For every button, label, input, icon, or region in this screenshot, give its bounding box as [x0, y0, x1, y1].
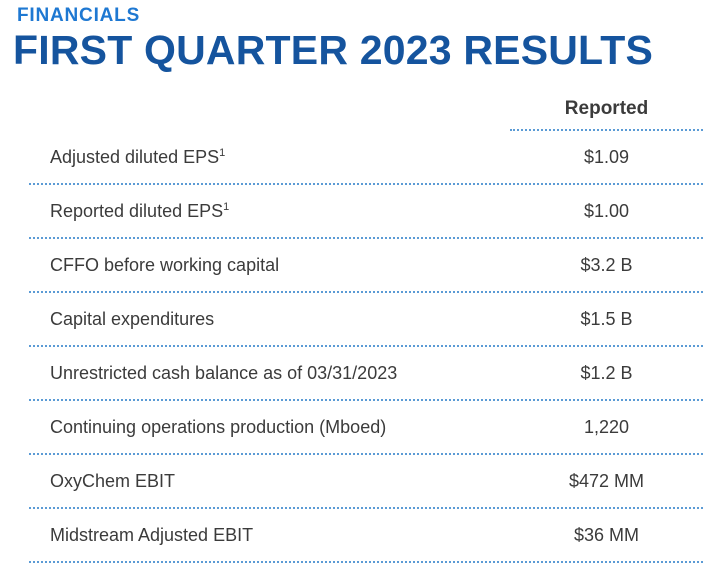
table-row: Adjusted diluted EPS1 $1.09: [29, 131, 703, 185]
row-value: $3.2 B: [580, 254, 633, 275]
table-header-row: Reported: [29, 98, 703, 131]
row-value: $36 MM: [573, 524, 640, 545]
section-label: FINANCIALS: [17, 5, 141, 26]
row-label-text: Unrestricted cash balance as of 03/31/20…: [50, 362, 398, 383]
row-value: $1.5 B: [580, 308, 633, 329]
table-row: Unrestricted cash balance as of 03/31/20…: [29, 347, 703, 401]
table-row: Midstream Adjusted EBIT $36 MM: [29, 509, 703, 563]
row-label-text: Continuing operations production (Mboed): [50, 416, 387, 437]
row-label: Reported diluted EPS1: [29, 201, 510, 222]
row-label: Unrestricted cash balance as of 03/31/20…: [29, 363, 510, 384]
row-label-text: CFFO before working capital: [50, 254, 280, 275]
page-title: FIRST QUARTER 2023 RESULTS: [13, 27, 654, 73]
row-value: $1.09: [583, 146, 630, 167]
row-label: CFFO before working capital: [29, 255, 510, 276]
row-label: Continuing operations production (Mboed): [29, 417, 510, 438]
column-header-reported: Reported: [510, 98, 703, 131]
row-label: Capital expenditures: [29, 309, 510, 330]
footnote-ref: 1: [223, 200, 230, 213]
row-label-text: Reported diluted EPS: [50, 200, 224, 221]
table-row: CFFO before working capital $3.2 B: [29, 239, 703, 293]
row-value: $472 MM: [568, 470, 645, 491]
table-row: Continuing operations production (Mboed)…: [29, 401, 703, 455]
row-value: $1.2 B: [580, 362, 633, 383]
financials-table: Reported Adjusted diluted EPS1 $1.09 Rep…: [29, 98, 703, 563]
row-label: Adjusted diluted EPS1: [29, 147, 510, 168]
row-label: Midstream Adjusted EBIT: [29, 525, 510, 546]
table-row: Reported diluted EPS1 $1.00: [29, 185, 703, 239]
row-label-text: Adjusted diluted EPS: [50, 146, 220, 167]
row-label-text: Midstream Adjusted EBIT: [50, 524, 254, 545]
row-label: OxyChem EBIT: [29, 471, 510, 492]
row-label-text: Capital expenditures: [50, 308, 215, 329]
row-label-text: OxyChem EBIT: [50, 470, 176, 491]
row-value: 1,220: [583, 416, 630, 437]
footnote-ref: 1: [219, 146, 226, 159]
table-row: Capital expenditures $1.5 B: [29, 293, 703, 347]
row-value: $1.00: [583, 200, 630, 221]
table-row: OxyChem EBIT $472 MM: [29, 455, 703, 509]
